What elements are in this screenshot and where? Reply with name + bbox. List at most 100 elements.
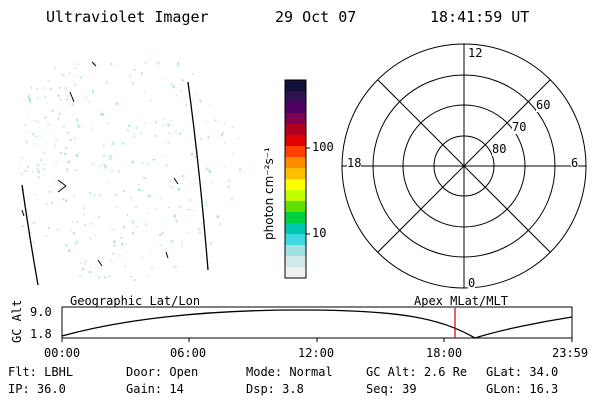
- footer-dsp: Dsp: 3.8: [246, 382, 304, 396]
- colorbar-cell: [285, 256, 306, 268]
- speckle-dot: [162, 124, 164, 127]
- timeline-tick-1200: 12:00: [298, 346, 335, 360]
- speckle-dot: [99, 165, 102, 167]
- speckle-dot: [135, 226, 138, 228]
- speckle-dot: [71, 221, 74, 223]
- speckle-dot: [180, 89, 182, 93]
- speckle-dot: [69, 139, 73, 141]
- speckle-dot: [159, 233, 162, 237]
- speckle-dot: [205, 204, 208, 207]
- speckle-dot: [155, 208, 158, 210]
- speckle-dot: [106, 81, 108, 84]
- speckle-dot: [103, 163, 106, 166]
- speckle-dot: [37, 97, 40, 100]
- speckle-dot: [170, 83, 173, 86]
- speckle-dot: [58, 94, 60, 97]
- speckle-dot: [121, 141, 125, 145]
- timeline-tick-0600: 06:00: [170, 346, 207, 360]
- speckle-dot: [129, 276, 133, 278]
- speckle-dot: [129, 197, 132, 199]
- speckle-dot: [118, 169, 120, 173]
- speckle-dot: [110, 170, 114, 173]
- speckle-dot: [42, 167, 45, 171]
- speckle-dot: [85, 260, 88, 262]
- speckle-dot: [54, 180, 56, 182]
- speckle-dot: [63, 126, 65, 129]
- speckle-dot: [74, 241, 77, 244]
- speckle-dot: [120, 242, 124, 246]
- colorbar-gradient: [285, 80, 306, 279]
- speckle-dot: [132, 136, 136, 138]
- speckle-dot: [144, 223, 148, 226]
- speckle-dot: [118, 255, 122, 258]
- speckle-dot: [76, 240, 79, 243]
- speckle-dot: [170, 119, 173, 121]
- speckle-dot: [110, 154, 112, 157]
- speckle-dot: [32, 221, 35, 224]
- speckle-dot: [167, 123, 170, 127]
- speckle-dot: [125, 165, 128, 167]
- speckle-dot: [169, 185, 171, 188]
- speckle-dot: [173, 214, 177, 218]
- speckle-dot: [24, 124, 26, 126]
- speckle-dot: [102, 256, 104, 260]
- speckle-dot: [77, 125, 81, 129]
- speckle-dot: [102, 144, 105, 147]
- speckle-dot: [171, 240, 174, 243]
- speckle-dot: [161, 231, 164, 235]
- speckle-dot: [68, 249, 71, 252]
- instrument-title: Ultraviolet Imager: [46, 8, 209, 26]
- lat-label-80: 80: [492, 142, 507, 156]
- speckle-dot: [92, 163, 95, 165]
- speckle-dot: [44, 163, 47, 166]
- speckle-dot: [126, 213, 128, 217]
- speckle-dot: [128, 124, 131, 127]
- speckle-dot: [192, 72, 194, 75]
- speckle-dot: [109, 226, 112, 228]
- speckle-dot: [90, 225, 92, 227]
- speckle-dot: [106, 122, 110, 125]
- speckle-dot: [191, 101, 193, 103]
- speckle-dot: [58, 86, 61, 89]
- speckle-dot: [168, 132, 171, 135]
- speckle-dot: [36, 98, 38, 100]
- speckle-dot: [165, 77, 167, 79]
- speckle-dot: [119, 237, 123, 239]
- speckle-dot: [161, 155, 163, 157]
- speckle-dot: [147, 163, 149, 166]
- speckle-field: [20, 61, 242, 282]
- speckle-dot: [70, 230, 73, 232]
- speckle-dot: [48, 190, 52, 193]
- footer-door: Door: Open: [126, 365, 199, 379]
- speckle-dot: [75, 221, 79, 223]
- speckle-dot: [224, 122, 226, 124]
- speckle-dot: [194, 182, 196, 185]
- speckle-dot: [51, 202, 54, 205]
- speckle-dot: [48, 227, 51, 229]
- speckle-dot: [179, 205, 182, 208]
- speckle-dot: [181, 174, 185, 177]
- speckle-dot: [132, 231, 134, 235]
- colorbar-tick-label-100: 100: [312, 140, 334, 154]
- colorbar-cell: [285, 102, 306, 114]
- speckle-dot: [138, 189, 141, 192]
- timeline-ticks: [61, 338, 573, 342]
- speckle-dot: [160, 197, 162, 200]
- speckle-dot: [79, 76, 82, 79]
- colorbar-cell: [285, 267, 306, 279]
- speckle-dot: [47, 80, 50, 82]
- speckle-dot: [239, 168, 242, 171]
- mlt-label-18: 18: [347, 156, 362, 170]
- colorbar-cell: [285, 179, 306, 191]
- speckle-dot: [237, 138, 241, 140]
- footer-gc-alt: GC Alt: 2.6 Re: [366, 365, 468, 379]
- speckle-dot: [54, 140, 57, 142]
- speckle-dot: [159, 244, 162, 246]
- speckle-dot: [51, 109, 54, 113]
- time-label: 18:41:59 UT: [430, 8, 530, 26]
- speckle-dot: [71, 104, 73, 107]
- speckle-dot: [20, 174, 23, 176]
- timeline-tick-2359: 23:59: [552, 346, 589, 360]
